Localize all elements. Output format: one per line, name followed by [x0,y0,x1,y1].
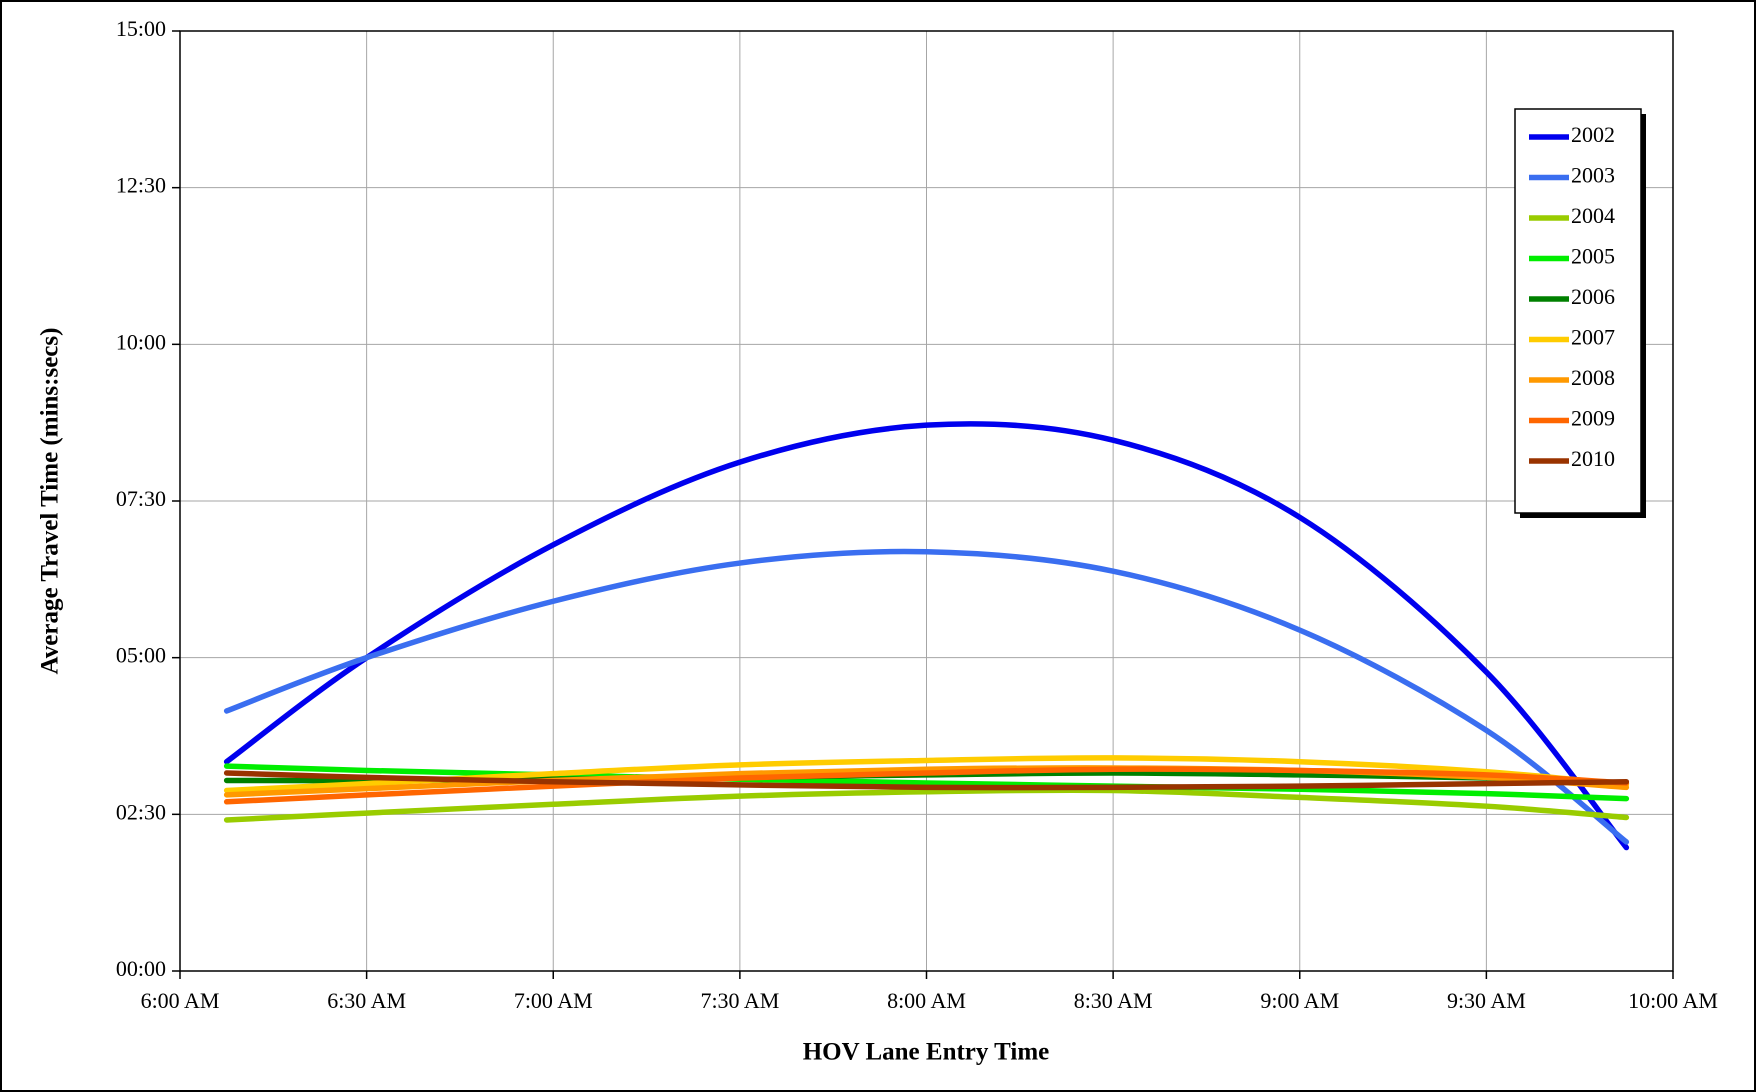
y-tick-label: 10:00 [116,329,166,354]
y-tick-label: 12:30 [116,173,166,198]
x-axis-title: HOV Lane Entry Time [803,1039,1050,1066]
legend-label: 2008 [1571,365,1615,390]
plot-frame [179,30,1674,972]
legend-label: 2003 [1571,163,1615,188]
y-axis-title: Average Travel Time (mins:secs) [37,328,64,675]
legend-label: 2002 [1571,122,1615,147]
x-tick-label: 10:00 AM [1628,988,1718,1013]
series-line [223,763,1630,802]
x-tick-label: 6:00 AM [141,988,220,1013]
legend: 2002 2003 2004 2005 2006 2007 2008 2009 2010 [1514,108,1646,518]
y-tick-label: 02:30 [116,799,166,824]
y-tick-label: 05:00 [116,643,166,668]
x-tick-label: 9:00 AM [1260,988,1339,1013]
x-tick-label: 8:00 AM [887,988,966,1013]
series-line [223,770,1630,791]
series-line [223,787,1630,823]
series-line [223,548,1630,845]
x-tick-label: 7:30 AM [700,988,779,1013]
x-tick-label: 8:30 AM [1074,988,1153,1013]
y-tick-label: 00:00 [116,956,166,981]
legend-label: 2007 [1571,325,1615,350]
x-tick-label: 6:30 AM [327,988,406,1013]
series-line [223,421,1630,851]
legend-label: 2010 [1571,446,1615,471]
x-tick-label: 7:00 AM [514,988,593,1013]
legend-label: 2009 [1571,406,1615,431]
x-tick-label: 9:30 AM [1447,988,1526,1013]
series-line [223,766,1630,805]
y-tick-label: 15:00 [116,16,166,41]
y-tick-label: 07:30 [116,486,166,511]
legend-label: 2004 [1571,203,1615,228]
legend-label: 2005 [1571,244,1615,269]
legend-label: 2006 [1571,284,1615,309]
